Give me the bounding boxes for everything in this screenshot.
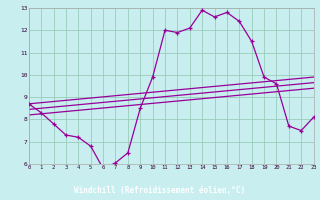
Text: Windchill (Refroidissement éolien,°C): Windchill (Refroidissement éolien,°C)	[75, 186, 245, 196]
